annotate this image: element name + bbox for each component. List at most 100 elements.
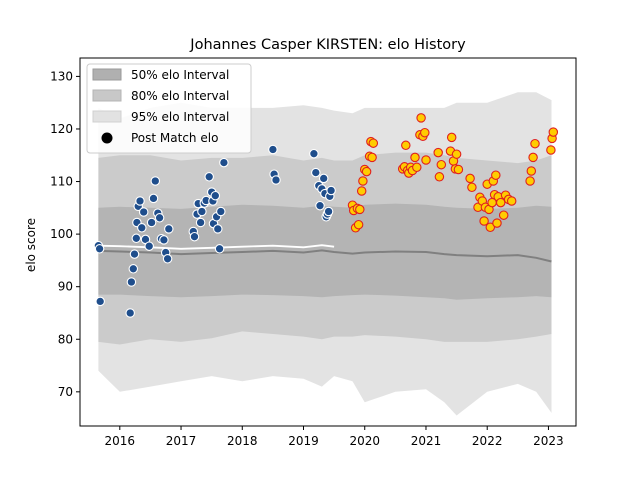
elo-point-late [356,186,367,196]
x-tick-label: 2022 [472,434,503,448]
elo-point-early [125,308,135,318]
elo-point-late [506,196,517,206]
elo-point-early [323,206,334,217]
post-match-elo-points [93,113,559,318]
elo-point-early [150,176,161,186]
legend-swatch-95 [92,110,122,123]
elo-point-early [129,249,140,259]
elo-point-late [361,166,372,177]
elo-point-early [138,207,149,217]
elo-point-early [271,175,281,185]
elo-point-late [498,210,509,220]
elo-point-late [548,127,559,137]
elo-point-early [197,206,207,217]
y-tick-label: 110 [50,175,73,189]
elo-point-late [453,164,464,175]
elo-point-early [154,213,165,223]
elo-point-early [195,217,206,228]
elo-point-late [485,222,496,233]
elo-point-early [216,206,226,217]
elo-point-early [213,224,223,234]
elo-point-early [148,193,159,204]
mean-elo-line-early [98,244,335,250]
elo-point-late [368,138,379,148]
elo-point-late [421,155,431,165]
elo-point-late [420,127,430,138]
elo-point-late [479,216,489,226]
elo-point-early [126,277,137,287]
elo-point-late [546,145,556,155]
elo-point-late [491,170,501,180]
legend-marker-post-match [101,132,113,144]
elo-point-early [164,224,174,234]
legend-label-95: 95% elo Interval [131,110,229,124]
elo-point-early [214,244,225,254]
y-tick-label: 100 [50,227,73,241]
y-tick-label: 120 [50,122,73,136]
elo-point-late [467,182,477,193]
chart-legend: 50% elo Interval 80% elo Interval 95% el… [86,63,252,154]
legend-box [86,63,252,154]
elo-point-late [410,152,420,163]
y-tick-label: 80 [58,332,73,346]
elo-point-late [433,147,443,158]
x-tick-label: 2016 [105,434,136,448]
mean-elo-lines [98,244,552,263]
elo-point-late [492,218,502,228]
chart-title: Johannes Casper KIRSTEN: elo History [189,37,466,53]
elo-point-late [451,149,462,159]
elo-point-early [189,231,200,242]
elo-point-early [95,296,105,307]
elo-point-late [526,166,537,176]
elo-point-early [144,241,154,251]
y-axis-label: elo score [24,218,38,272]
elo-point-late [412,162,422,173]
y-tick-label: 90 [58,280,73,294]
elo-point-early [137,223,147,233]
mean-elo-line [98,249,552,263]
elo-point-early [146,217,157,228]
elo-point-late [367,152,377,163]
elo-point-early [162,254,173,264]
x-axis-ticks: 2016 2017 2018 2019 2020 2021 2022 2023 [105,426,564,448]
elo-point-early [131,233,142,244]
elo-point-early [311,167,321,178]
elo-point-late [416,113,426,123]
legend-swatch-50 [92,68,122,81]
elo-point-early [219,157,229,168]
y-axis-ticks: 70 80 90 100 110 120 130 [50,69,80,399]
elo-point-late [525,176,535,186]
elo-point-late [401,140,411,151]
x-tick-label: 2017 [166,434,197,448]
elo-point-late [495,197,506,208]
x-tick-label: 2023 [533,434,564,448]
legend-label-post-match: Post Match elo [131,131,218,145]
elo-point-early [315,200,325,211]
elo-point-early [94,244,105,254]
elo-point-early [210,190,221,201]
x-tick-label: 2018 [227,434,258,448]
elo-point-late [530,138,540,149]
y-tick-label: 70 [58,385,73,399]
legend-label-80: 80% elo Interval [131,89,229,103]
legend-label-50: 50% elo Interval [131,68,229,82]
elo-point-early [159,235,169,245]
elo-point-late [436,159,447,170]
elo-point-early [135,196,145,206]
x-tick-label: 2020 [349,434,380,448]
elo-point-late [528,152,538,163]
elo-point-late [355,204,365,215]
elo-point-early [326,185,336,196]
elo-point-late [434,172,445,182]
elo-point-early [128,264,139,274]
elo-point-early [268,144,278,155]
axes-frame [79,57,577,427]
elo-point-late [465,173,475,184]
elo-point-late [358,176,368,186]
elo-point-early [318,173,329,184]
elo-point-early [204,172,214,182]
elo-point-early [309,148,319,159]
x-tick-label: 2019 [288,434,319,448]
elo-point-late [353,219,364,230]
y-tick-label: 130 [50,69,73,83]
